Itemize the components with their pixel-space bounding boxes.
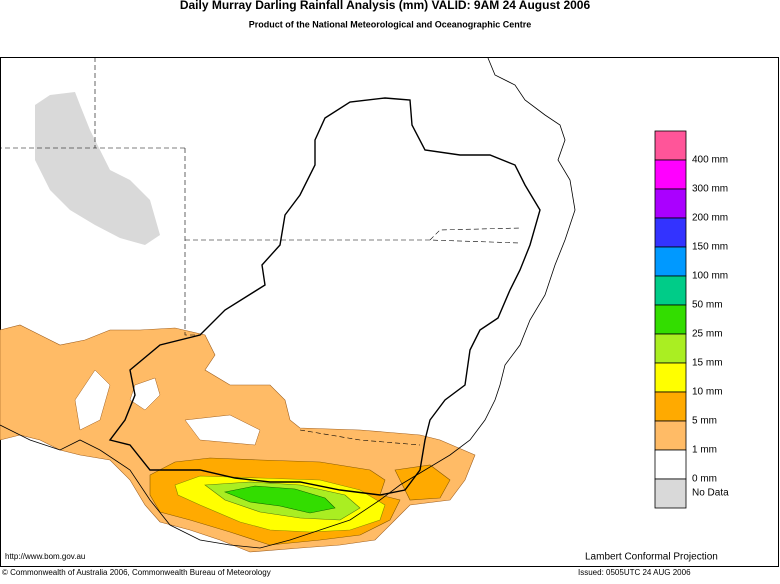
legend-label: 150 mm — [692, 242, 728, 253]
legend-swatch — [654, 449, 687, 480]
legend-label: 300 mm — [692, 184, 728, 195]
legend-label: 50 mm — [692, 300, 723, 311]
legend-label: 25 mm — [692, 329, 723, 340]
legend-swatch — [654, 333, 687, 364]
legend-swatch — [654, 391, 687, 422]
legend-swatch — [654, 275, 687, 306]
legend-swatch — [654, 130, 687, 161]
issued-time: Issued: 0505UTC 24 AUG 2006 — [578, 568, 691, 577]
source-url: http://www.bom.gov.au — [5, 552, 85, 561]
legend-swatch — [654, 246, 687, 277]
no-data-area — [35, 92, 160, 245]
coastline — [0, 57, 576, 549]
legend-label: 100 mm — [692, 271, 728, 282]
legend-swatch — [654, 159, 687, 190]
legend: 400 mm 300 mm 200 mm 150 mm 100 mm 50 mm 25 mm… — [654, 130, 729, 509]
legend-swatch — [654, 217, 687, 248]
legend-swatch — [654, 188, 687, 219]
legend-swatch — [654, 420, 687, 451]
legend-label: 5 mm — [692, 416, 717, 427]
copyright: © Commonwealth of Australia 2006, Common… — [2, 568, 271, 577]
legend-swatch — [654, 478, 687, 509]
subtitle: Product of the National Meteorological a… — [249, 19, 532, 29]
state-border — [0, 57, 521, 446]
title: Daily Murray Darling Rainfall Analysis (… — [180, 0, 591, 12]
legend-label: 10 mm — [692, 387, 723, 398]
legend-label: 1 mm — [692, 445, 717, 456]
rain-25mm-area — [223, 485, 336, 514]
projection-note: Lambert Conformal Projection — [585, 552, 718, 563]
legend-label: 200 mm — [692, 213, 728, 224]
legend-swatch — [654, 304, 687, 335]
legend-label: 400 mm — [692, 155, 728, 166]
legend-label: 0 mm — [692, 474, 717, 485]
dry-patch — [74, 369, 261, 446]
legend-label: No Data — [692, 488, 729, 499]
legend-label: 15 mm — [692, 358, 723, 369]
basin-boundary — [108, 97, 541, 496]
legend-swatch — [654, 362, 687, 393]
